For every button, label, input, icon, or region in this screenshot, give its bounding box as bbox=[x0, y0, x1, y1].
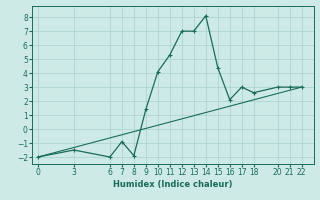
X-axis label: Humidex (Indice chaleur): Humidex (Indice chaleur) bbox=[113, 180, 233, 189]
